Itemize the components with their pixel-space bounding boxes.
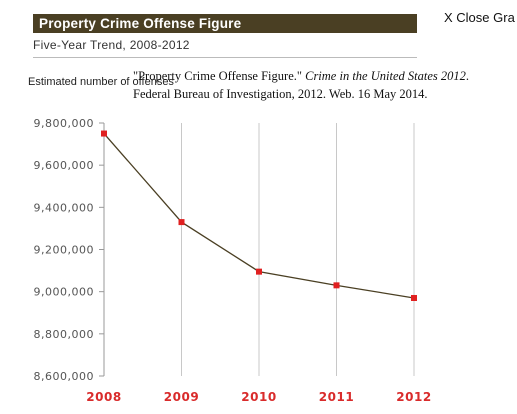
- y-tick-label: 8,600,000: [34, 370, 94, 383]
- x-tick-label: 2011: [319, 390, 354, 404]
- citation-period: .: [465, 69, 469, 83]
- citation-title: "Property Crime Offense Figure.": [133, 69, 306, 83]
- y-axis-label: Estimated number of offenses: [28, 76, 174, 88]
- citation-publisher: Federal Bureau of Investigation, 2012. W…: [133, 87, 428, 101]
- data-point-2009: [178, 219, 185, 226]
- data-point-2012: [411, 294, 417, 301]
- x-tick-label: 2009: [164, 390, 199, 404]
- data-point-2008: [101, 130, 107, 137]
- y-tick-label: 8,800,000: [34, 328, 94, 341]
- y-tick-label: 9,600,000: [34, 159, 94, 172]
- y-tick-label: 9,200,000: [34, 244, 94, 257]
- y-tick-label: 9,400,000: [34, 201, 94, 214]
- data-point-2010: [256, 268, 262, 275]
- x-tick-label: 2008: [86, 390, 121, 404]
- x-tick-label: 2012: [396, 390, 431, 404]
- chart-title-bar: Property Crime Offense Figure: [33, 14, 417, 33]
- close-graph-link[interactable]: X Close Gra: [444, 10, 515, 25]
- y-tick-label: 9,000,000: [34, 286, 94, 299]
- chart-title: Property Crime Offense Figure: [39, 16, 242, 31]
- x-tick-label: 2010: [241, 390, 276, 404]
- y-tick-label: 9,800,000: [34, 117, 94, 130]
- chart-subtitle: Five-Year Trend, 2008-2012: [33, 38, 190, 52]
- data-point-2011: [333, 282, 340, 289]
- header-divider: [33, 57, 417, 58]
- source-citation: "Property Crime Offense Figure." Crime i…: [133, 67, 513, 103]
- citation-publication: Crime in the United States 2012: [305, 69, 466, 83]
